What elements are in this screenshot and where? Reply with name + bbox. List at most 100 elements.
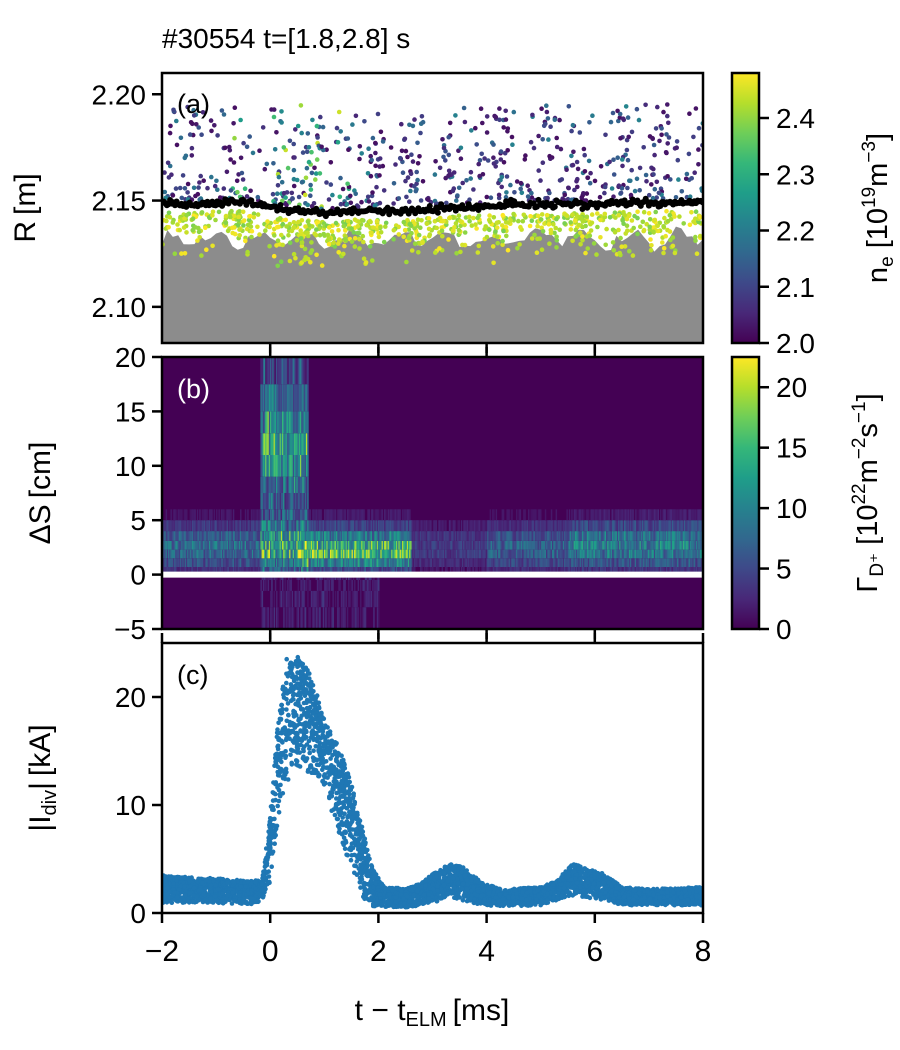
- heatmap-cell: [579, 549, 582, 559]
- heatmap-cell: [478, 531, 481, 541]
- heatmap-cell: [177, 540, 180, 550]
- density-point: [291, 167, 297, 173]
- density-point: [183, 153, 189, 159]
- heatmap-cell: [346, 520, 349, 532]
- heatmap-cell: [608, 509, 610, 521]
- density-point: [302, 192, 308, 198]
- heatmap-cell: [412, 531, 415, 541]
- heatmap-cell: [397, 558, 399, 567]
- heatmap-cell: [278, 520, 280, 532]
- density-point: [403, 178, 408, 184]
- heatmap-cell: [650, 520, 652, 532]
- density-point: [476, 161, 482, 167]
- heatmap-cell: [355, 509, 357, 521]
- density-point: [618, 136, 623, 141]
- density-point: [500, 242, 505, 247]
- heatmap-cell: [324, 590, 326, 608]
- heatmap-cell: [171, 520, 174, 532]
- heatmap-cell: [290, 580, 292, 591]
- heatmap-cell: [368, 540, 370, 550]
- heatmap-cell: [216, 531, 218, 541]
- heatmap-cell: [168, 567, 170, 575]
- heatmap-cell: [188, 549, 190, 559]
- heatmap-cell: [213, 540, 216, 550]
- heatmap-cell: [231, 549, 234, 559]
- heatmap-cell: [268, 558, 271, 567]
- heatmap-cell: [649, 520, 651, 532]
- heatmap-cell: [469, 531, 471, 541]
- heatmap-cell: [621, 531, 624, 541]
- heatmap-cell: [607, 567, 609, 575]
- heatmap-cell: [402, 509, 404, 521]
- heatmap-cell: [302, 567, 304, 575]
- heatmap-cell: [391, 531, 393, 541]
- heatmap-cell: [568, 540, 571, 550]
- heatmap-cell: [501, 531, 504, 541]
- heatmap-cell: [262, 454, 265, 477]
- heatmap-cell: [235, 540, 237, 550]
- density-point: [437, 215, 443, 221]
- heatmap-cell: [272, 558, 274, 567]
- heatmap-cell: [628, 540, 631, 550]
- heatmap-cell: [574, 549, 577, 559]
- heatmap-cell: [495, 531, 498, 541]
- heatmap-cell: [429, 549, 432, 559]
- heatmap-cell: [277, 476, 279, 493]
- heatmap-cell: [612, 567, 614, 575]
- heatmap-cell: [636, 531, 638, 541]
- density-point: [686, 151, 692, 157]
- heatmap-cell: [270, 531, 272, 541]
- density-point: [696, 162, 701, 167]
- heatmap-cell: [247, 540, 249, 550]
- heatmap-cell: [429, 531, 432, 541]
- heatmap-cell: [387, 567, 390, 575]
- heatmap-cell: [442, 540, 445, 550]
- density-point: [375, 111, 381, 117]
- heatmap-cell: [427, 520, 429, 532]
- heatmap-cell: [618, 558, 620, 567]
- heatmap-cell: [423, 558, 426, 567]
- density-point: [275, 191, 280, 196]
- heatmap-cell: [232, 531, 235, 541]
- heatmap-cell: [302, 520, 304, 532]
- heatmap-cell: [189, 558, 192, 567]
- heatmap-cell: [368, 531, 370, 541]
- density-point: [180, 173, 186, 178]
- heatmap-cell: [380, 567, 382, 575]
- heatmap-cell: [358, 531, 361, 541]
- density-point: [336, 109, 342, 115]
- density-point: [403, 148, 409, 154]
- heatmap-cell: [364, 590, 367, 608]
- heatmap-cell: [266, 476, 268, 493]
- density-point: [653, 209, 658, 215]
- density-point: [381, 239, 387, 245]
- heatmap-cell: [267, 454, 270, 477]
- density-point: [196, 185, 201, 190]
- heatmap-cell: [322, 540, 325, 550]
- density-point: [193, 193, 198, 199]
- density-point: [308, 193, 313, 198]
- heatmap-cell: [337, 590, 339, 608]
- heatmap-cell: [369, 549, 372, 559]
- heatmap-cell: [286, 520, 289, 532]
- heatmap-cell: [537, 531, 540, 541]
- heatmap-cell: [384, 540, 386, 550]
- heatmap-cell: [627, 558, 630, 567]
- heatmap-cell: [334, 531, 337, 541]
- heatmap-cell: [290, 384, 292, 412]
- heatmap-cell: [196, 509, 199, 521]
- heatmap-cell: [308, 567, 310, 575]
- heatmap-cell: [296, 411, 298, 434]
- heatmap-cell: [636, 567, 638, 575]
- heatmap-cell: [286, 558, 289, 567]
- heatmap-cell: [349, 558, 351, 567]
- heatmap-cell: [458, 520, 460, 532]
- colorbar-tick-label: 2.2: [776, 216, 815, 247]
- heatmap-cell: [361, 558, 363, 567]
- density-point: [576, 222, 582, 228]
- heatmap-cell: [441, 558, 444, 567]
- heatmap-cell: [627, 509, 630, 521]
- density-point: [503, 117, 509, 122]
- heatmap-cell: [556, 567, 559, 575]
- density-point: [661, 246, 667, 251]
